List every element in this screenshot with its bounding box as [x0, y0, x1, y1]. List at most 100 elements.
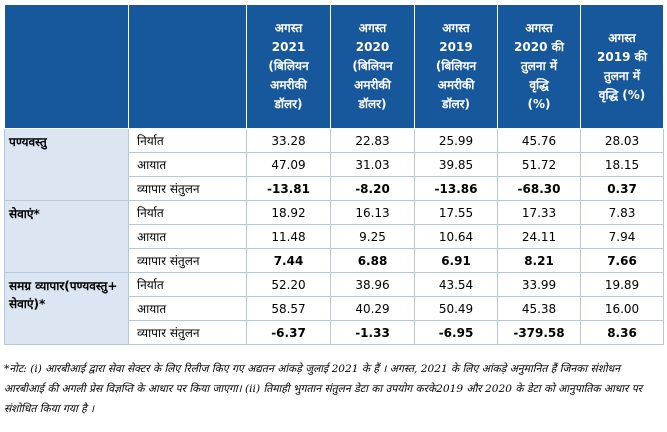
- table-row: व्यापार संतुलन -6.37 -1.33 -6.95 -379.58…: [5, 320, 664, 345]
- header-line: (बिलियन: [352, 59, 393, 73]
- table-row: पण्यवस्तु निर्यात 33.28 22.83 25.99 45.7…: [4, 128, 664, 201]
- value-cell: 8.21: [497, 248, 581, 273]
- value-cell: -6.95: [414, 320, 498, 345]
- value-cell: 43.54: [414, 272, 498, 297]
- header-line: अमरीकी: [270, 78, 307, 92]
- header-line: अमरीकी: [437, 78, 475, 92]
- value-cell: -13.86: [414, 176, 498, 201]
- value-cell: 11.48: [246, 224, 331, 249]
- footnote: *नोट: (i) आरबीआई द्वारा सेवा सेक्टर के ल…: [4, 363, 643, 415]
- value-cell: 22.83: [330, 128, 415, 153]
- table-row: सेवाएं* निर्यात 18.92 16.13 17.55 17.33 …: [4, 200, 664, 273]
- value-cell: 16.00: [580, 296, 664, 321]
- header-line: 2021: [271, 40, 306, 54]
- header-row: अगस्त 2021 (बिलियन अमरीकी डॉलर) अगस्त 20…: [4, 4, 664, 129]
- metric-label: व्यापार संतुलन: [128, 176, 247, 201]
- header-line: 2019: [439, 40, 473, 54]
- header-line: अमरीकी: [354, 78, 391, 92]
- value-cell: 33.28: [246, 128, 331, 153]
- value-cell: 10.64: [414, 224, 498, 249]
- value-cell: 25.99: [414, 128, 498, 153]
- value-cell: 16.13: [330, 200, 415, 225]
- header-line: अगस्त: [608, 30, 636, 45]
- group-label-services: सेवाएं*: [4, 200, 129, 273]
- header-line: डॉलर): [441, 97, 471, 111]
- metric-label: आयात: [128, 224, 247, 249]
- metric-label: आयात: [128, 152, 247, 177]
- value-cell: 38.96: [330, 272, 415, 297]
- value-cell: 8.36: [580, 320, 664, 345]
- header-line: डॉलर): [358, 97, 387, 111]
- value-cell: -13.81: [246, 176, 331, 201]
- table-row: व्यापार संतुलन 7.44 6.88 6.91 8.21 7.66: [5, 248, 664, 273]
- metric-label: निर्यात: [128, 128, 247, 153]
- header-growth-vs-2019: अगस्त 2019 की तुलना में वृद्धि (%): [580, 4, 664, 129]
- metric-label: व्यापार संतुलन: [128, 320, 247, 345]
- value-cell: 52.20: [246, 272, 331, 297]
- header-line: अगस्त: [442, 21, 470, 35]
- table-row: आयात 47.09 31.03 39.85 51.72 18.15: [5, 152, 664, 177]
- header-aug-2020: अगस्त 2020 (बिलियन अमरीकी डॉलर): [330, 4, 415, 129]
- header-line: (बिलियन: [435, 59, 477, 73]
- header-line: 2019 की: [597, 49, 647, 64]
- trade-table: अगस्त 2021 (बिलियन अमरीकी डॉलर) अगस्त 20…: [4, 4, 664, 345]
- header-aug-2021: अगस्त 2021 (बिलियन अमरीकी डॉलर): [246, 4, 331, 129]
- value-cell: 31.03: [330, 152, 415, 177]
- value-cell: 7.44: [246, 248, 331, 273]
- value-cell: 50.49: [414, 296, 498, 321]
- value-cell: 18.92: [246, 200, 331, 225]
- value-cell: 7.83: [580, 200, 664, 225]
- value-cell: 17.55: [414, 200, 498, 225]
- header-line: तुलना में: [603, 68, 641, 83]
- header-line: अगस्त: [358, 21, 387, 35]
- header-line: अगस्त: [274, 21, 303, 35]
- value-cell: -6.37: [246, 320, 331, 345]
- metric-label: व्यापार संतुलन: [128, 248, 247, 273]
- value-cell: 6.91: [414, 248, 498, 273]
- value-cell: -8.20: [330, 176, 415, 201]
- value-cell: 45.76: [497, 128, 581, 153]
- header-line: वृद्धि: [529, 78, 549, 92]
- value-cell: 47.09: [246, 152, 331, 177]
- header-empty-2: [128, 4, 247, 129]
- value-cell: 18.15: [580, 152, 664, 177]
- table-row: समग्र व्यापार(पण्यवस्तु+ सेवाएं)* निर्या…: [4, 272, 664, 345]
- value-cell: 24.11: [497, 224, 581, 249]
- header-line: अगस्त: [525, 21, 553, 35]
- header-line: 2020: [355, 40, 390, 54]
- metric-label: निर्यात: [128, 200, 247, 225]
- metric-label: निर्यात: [128, 272, 247, 297]
- metric-label: आयात: [128, 296, 247, 321]
- value-cell: 7.66: [580, 248, 664, 273]
- value-cell: 33.99: [497, 272, 581, 297]
- value-cell: 6.88: [330, 248, 415, 273]
- value-cell: -379.58: [497, 320, 581, 345]
- value-cell: 17.33: [497, 200, 581, 225]
- value-cell: 19.89: [580, 272, 664, 297]
- header-line: (%): [527, 97, 551, 111]
- header-aug-2019: अगस्त 2019 (बिलियन अमरीकी डॉलर): [414, 4, 498, 129]
- value-cell: 9.25: [330, 224, 415, 249]
- value-cell: -68.30: [497, 176, 581, 201]
- header-line: वृद्धि (%): [598, 87, 646, 102]
- value-cell: 58.57: [246, 296, 331, 321]
- value-cell: 51.72: [497, 152, 581, 177]
- table-row: आयात 11.48 9.25 10.64 24.11 7.94: [5, 224, 664, 249]
- value-cell: 7.94: [580, 224, 664, 249]
- value-cell: 39.85: [414, 152, 498, 177]
- group-label-merchandise: पण्यवस्तु: [4, 128, 129, 201]
- header-line: तुलना में: [520, 59, 558, 73]
- value-cell: 0.37: [580, 176, 664, 201]
- table-row: व्यापार संतुलन -13.81 -8.20 -13.86 -68.3…: [5, 176, 664, 201]
- header-empty-1: [4, 4, 129, 129]
- value-cell: 40.29: [330, 296, 415, 321]
- value-cell: 45.38: [497, 296, 581, 321]
- table-row: आयात 58.57 40.29 50.49 45.38 16.00: [5, 296, 664, 321]
- group-label-overall-trade: समग्र व्यापार(पण्यवस्तु+ सेवाएं)*: [4, 272, 129, 345]
- header-line: डॉलर): [274, 97, 303, 111]
- header-line: 2020 की: [514, 40, 564, 54]
- value-cell: -1.33: [330, 320, 415, 345]
- header-growth-vs-2020: अगस्त 2020 की तुलना में वृद्धि (%): [497, 4, 581, 129]
- header-line: (बिलियन: [268, 59, 309, 73]
- value-cell: 28.03: [580, 128, 664, 153]
